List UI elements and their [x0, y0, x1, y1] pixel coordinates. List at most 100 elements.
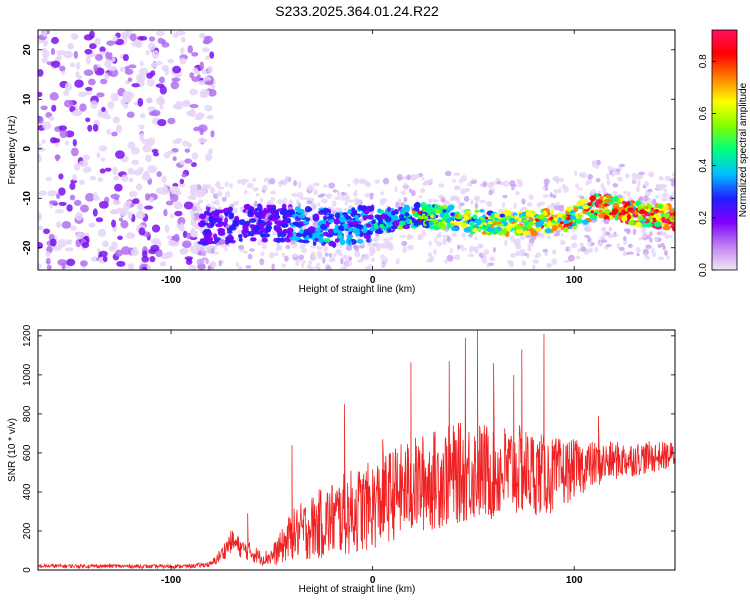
spectrogram-cell: [198, 245, 206, 251]
spectrogram-cell: [402, 224, 411, 230]
spectrogram-cell: [574, 170, 578, 176]
spectrogram-cell: [190, 162, 197, 168]
spectrogram-cell: [485, 200, 493, 207]
spectrogram-cell: [390, 210, 396, 216]
spectrogram-cell: [421, 213, 426, 217]
spectrogram-cell: [481, 231, 488, 235]
spectrogram-cell: [237, 179, 242, 185]
spectrogram-cell: [46, 264, 52, 270]
spectrogram-cell: [290, 240, 296, 245]
spectrogram-cell: [195, 112, 205, 119]
spectrogram-cell: [111, 219, 117, 228]
spectrogram-cell: [526, 202, 533, 207]
spectrogram-cell: [204, 217, 209, 223]
spectrogram-cell: [199, 61, 205, 71]
spectrogram-cell: [130, 248, 139, 257]
spectrogram-cell: [403, 196, 408, 203]
spectrogram-cell: [235, 262, 240, 267]
spectrogram-cell: [470, 199, 474, 206]
spectrogram-cell: [437, 222, 444, 228]
spectrogram-x-ticks: -100 0 100: [161, 30, 583, 286]
spectrogram-cell: [312, 220, 319, 228]
spectrogram-cell: [161, 41, 170, 48]
spectrogram-cell: [661, 216, 666, 223]
spectrogram-cell: [41, 47, 47, 53]
spectrogram-cell: [446, 235, 451, 243]
spectrogram-cell: [80, 204, 89, 213]
spectrogram-cell: [173, 201, 183, 210]
spectrogram-cell: [468, 233, 474, 238]
spectrogram-cell: [527, 246, 532, 252]
spectrogram-cell: [120, 220, 129, 229]
snr-x-ticks: -100 0 100: [161, 330, 583, 586]
spectrogram-cell: [238, 244, 245, 250]
spectrogram-cell: [396, 173, 403, 181]
x-tick-label: -100: [161, 275, 181, 286]
spectrogram-cell: [79, 179, 85, 185]
spectrogram-cell: [199, 32, 206, 39]
spectrogram-cell: [588, 248, 594, 253]
spectrogram-cell: [317, 194, 324, 198]
spectrogram-cell: [484, 216, 489, 220]
spectrogram-cell: [546, 235, 552, 239]
spectrogram-cell: [514, 224, 522, 230]
spectrogram-cell: [352, 227, 360, 234]
spectrogram-cell: [88, 222, 96, 228]
spectrogram-cell: [79, 103, 87, 112]
x-tick-label: 100: [566, 275, 583, 286]
spectrogram-cell: [286, 227, 294, 234]
spectrogram-cell: [254, 225, 261, 232]
spectrogram-cell: [552, 176, 559, 181]
spectrogram-cell: [124, 68, 134, 75]
spectrogram-cell: [140, 35, 148, 41]
spectrogram-cell: [175, 30, 186, 36]
spectrogram-cell: [660, 243, 665, 248]
spectrogram-cell: [145, 97, 154, 104]
spectrogram-cell: [58, 173, 64, 180]
spectrogram-cell: [223, 207, 231, 213]
spectrogram-cell: [463, 226, 471, 233]
spectrogram-cell: [474, 202, 479, 210]
spectrogram-cell: [417, 215, 422, 219]
spectrogram-cell: [165, 251, 174, 259]
spectrogram-cell: [276, 208, 283, 212]
spectrogram-cell: [418, 195, 423, 199]
spectrogram-cell: [406, 236, 410, 240]
spectrogram-cell: [428, 221, 434, 226]
spectrogram-cell: [651, 247, 656, 254]
spectrogram-cell: [676, 209, 681, 213]
spectrogram-cell: [450, 195, 454, 202]
spectrogram-cell: [107, 101, 115, 109]
spectrogram-cell: [212, 233, 218, 239]
spectrogram-cell: [246, 205, 253, 210]
spectrogram-cell: [355, 200, 361, 205]
spectrogram-cell: [159, 261, 167, 267]
spectrogram-cell: [132, 198, 140, 205]
spectrogram-cell: [493, 221, 498, 226]
spectrogram-cell: [258, 204, 263, 212]
spectrogram-cell: [274, 251, 279, 257]
spectrogram-cell: [209, 51, 215, 59]
spectrogram-cell: [459, 244, 464, 248]
spectrogram-cell: [48, 200, 58, 205]
spectrogram-cell: [227, 230, 233, 234]
spectrogram-cell: [464, 210, 472, 214]
spectrogram-cell: [88, 78, 96, 86]
spectrogram-cell: [438, 231, 442, 239]
spectrogram-cell: [204, 55, 211, 61]
spectrogram-cell: [549, 217, 554, 220]
spectrogram-cell: [499, 181, 505, 186]
spectrogram-cell: [179, 248, 188, 255]
spectrogram-cell: [595, 193, 600, 197]
spectrogram-cell: [525, 210, 533, 217]
spectrogram-cell: [390, 225, 398, 229]
spectrogram-cell: [164, 67, 170, 76]
spectrogram-cell: [618, 246, 625, 252]
spectrogram-cell: [575, 183, 580, 189]
spectrogram-cell: [567, 254, 575, 262]
spectrogram-cell: [38, 225, 44, 231]
spectrogram-cell: [454, 220, 462, 226]
spectrogram-cell: [446, 218, 451, 222]
spectrogram-cell: [237, 265, 243, 270]
